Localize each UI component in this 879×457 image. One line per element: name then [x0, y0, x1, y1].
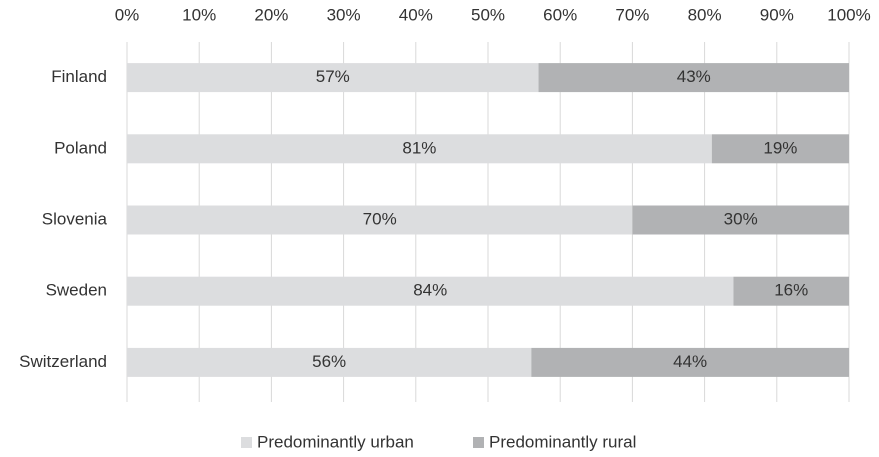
- bar-segment: [538, 63, 849, 93]
- bar-segment: [632, 205, 849, 235]
- legend-label: Predominantly rural: [489, 432, 636, 451]
- bar-segment: [711, 134, 849, 164]
- data-label: 84%: [413, 281, 447, 300]
- x-tick-label: 70%: [615, 5, 649, 24]
- data-label: 30%: [724, 209, 758, 228]
- data-label: 70%: [363, 209, 397, 228]
- data-label: 56%: [312, 352, 346, 371]
- x-tick-label: 100%: [827, 5, 870, 24]
- bar-segment: [531, 347, 849, 377]
- bar-segment: [127, 134, 712, 164]
- legend-swatch: [473, 437, 484, 448]
- x-tick-label: 30%: [327, 5, 361, 24]
- legend-swatch: [241, 437, 252, 448]
- legend-label: Predominantly urban: [257, 432, 414, 451]
- x-tick-label: 80%: [688, 5, 722, 24]
- y-tick-label: Poland: [54, 138, 107, 157]
- x-tick-label: 60%: [543, 5, 577, 24]
- y-tick-label: Switzerland: [19, 352, 107, 371]
- bar-segment: [127, 205, 633, 235]
- x-tick-label: 20%: [254, 5, 288, 24]
- bar-segment: [733, 276, 849, 306]
- y-tick-label: Sweden: [46, 281, 107, 300]
- bar-segment: [127, 63, 539, 93]
- bar-segment: [127, 276, 734, 306]
- data-label: 57%: [316, 67, 350, 86]
- data-label: 81%: [402, 138, 436, 157]
- data-label: 16%: [774, 281, 808, 300]
- x-tick-label: 0%: [115, 5, 140, 24]
- bar-segment: [127, 347, 532, 377]
- data-label: 19%: [763, 138, 797, 157]
- x-tick-label: 90%: [760, 5, 794, 24]
- x-tick-label: 10%: [182, 5, 216, 24]
- y-tick-label: Finland: [51, 67, 107, 86]
- y-tick-label: Slovenia: [42, 209, 108, 228]
- data-label: 43%: [677, 67, 711, 86]
- x-tick-label: 40%: [399, 5, 433, 24]
- x-tick-label: 50%: [471, 5, 505, 24]
- data-label: 44%: [673, 352, 707, 371]
